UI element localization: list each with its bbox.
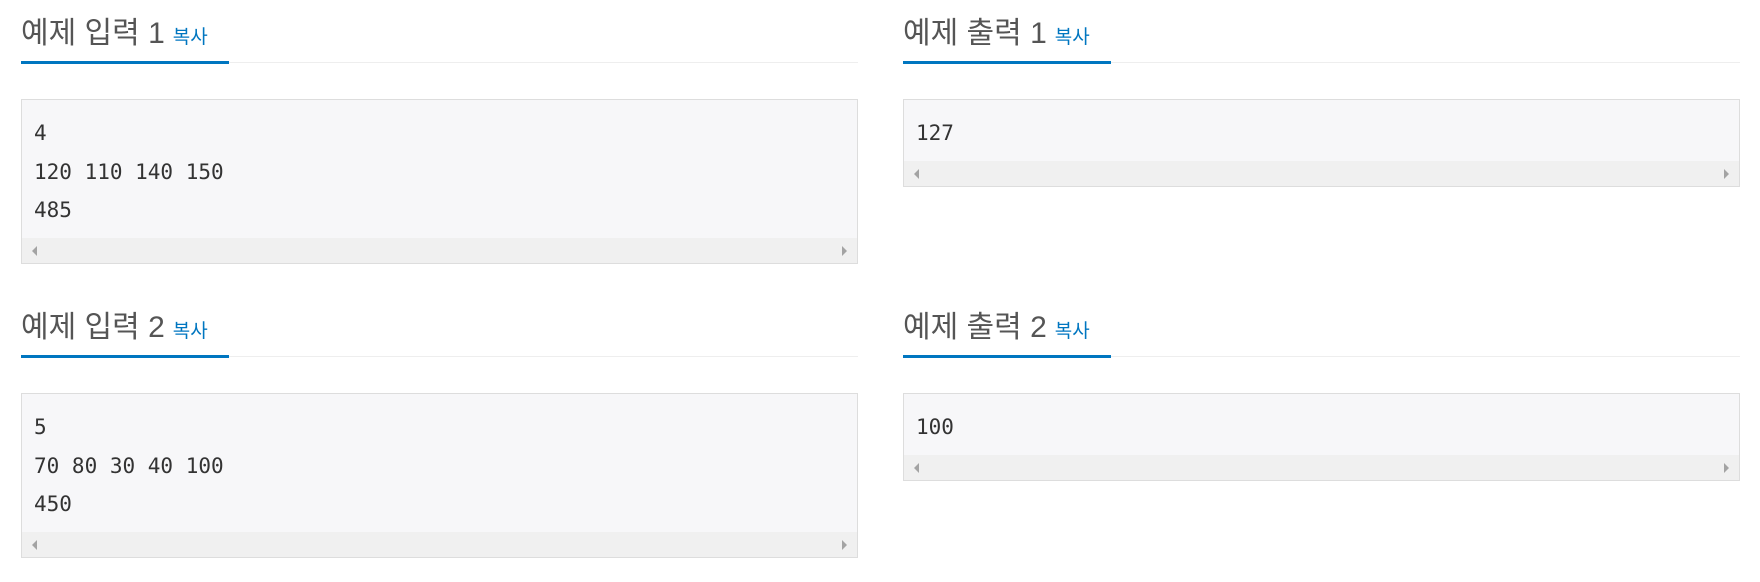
section-header: 예제 입력 1 복사 bbox=[21, 0, 858, 64]
sample-content[interactable]: 5 70 80 30 40 100 450 bbox=[34, 415, 224, 516]
sample-output-1: 예제 출력 1 복사 127 bbox=[903, 0, 1740, 187]
sample-input-1: 예제 입력 1 복사 4 120 110 140 150 485 bbox=[21, 0, 858, 264]
title-text: 예제 출력 2 bbox=[903, 311, 1047, 344]
section-header: 예제 출력 1 복사 bbox=[903, 0, 1740, 64]
section-title: 예제 출력 1 복사 bbox=[903, 8, 1090, 52]
scroll-left-icon[interactable] bbox=[914, 168, 919, 179]
scroll-right-icon[interactable] bbox=[1724, 462, 1729, 473]
title-text: 예제 출력 1 bbox=[903, 17, 1047, 50]
horizontal-scrollbar[interactable] bbox=[904, 454, 1739, 480]
title-underline bbox=[21, 355, 229, 358]
horizontal-scrollbar[interactable] bbox=[904, 160, 1739, 186]
title-underline bbox=[903, 355, 1111, 358]
section-title: 예제 출력 2 복사 bbox=[903, 302, 1090, 346]
copy-button[interactable]: 복사 bbox=[172, 27, 208, 48]
scroll-right-icon[interactable] bbox=[842, 245, 847, 256]
sample-box: 5 70 80 30 40 100 450 bbox=[21, 393, 858, 558]
scroll-left-icon[interactable] bbox=[32, 245, 37, 256]
sample-box: 4 120 110 140 150 485 bbox=[21, 99, 858, 264]
section-title: 예제 입력 2 복사 bbox=[21, 302, 208, 346]
title-underline bbox=[21, 61, 229, 64]
title-text: 예제 입력 1 bbox=[21, 17, 165, 50]
scroll-right-icon[interactable] bbox=[1724, 168, 1729, 179]
horizontal-scrollbar[interactable] bbox=[22, 531, 857, 557]
scroll-left-icon[interactable] bbox=[32, 539, 37, 550]
copy-button[interactable]: 복사 bbox=[1054, 27, 1090, 48]
horizontal-scrollbar[interactable] bbox=[22, 237, 857, 263]
section-header: 예제 출력 2 복사 bbox=[903, 294, 1740, 358]
copy-button[interactable]: 복사 bbox=[172, 321, 208, 342]
section-header: 예제 입력 2 복사 bbox=[21, 294, 858, 358]
title-text: 예제 입력 2 bbox=[21, 311, 165, 344]
sample-content[interactable]: 100 bbox=[916, 415, 954, 439]
scroll-right-icon[interactable] bbox=[842, 539, 847, 550]
sample-output-2: 예제 출력 2 복사 100 bbox=[903, 294, 1740, 481]
title-underline bbox=[903, 61, 1111, 64]
copy-button[interactable]: 복사 bbox=[1054, 321, 1090, 342]
sample-input-2: 예제 입력 2 복사 5 70 80 30 40 100 450 bbox=[21, 294, 858, 558]
sample-box: 100 bbox=[903, 393, 1740, 481]
sample-content[interactable]: 4 120 110 140 150 485 bbox=[34, 121, 224, 222]
sample-box: 127 bbox=[903, 99, 1740, 187]
scroll-left-icon[interactable] bbox=[914, 462, 919, 473]
section-title: 예제 입력 1 복사 bbox=[21, 8, 208, 52]
sample-content[interactable]: 127 bbox=[916, 121, 954, 145]
